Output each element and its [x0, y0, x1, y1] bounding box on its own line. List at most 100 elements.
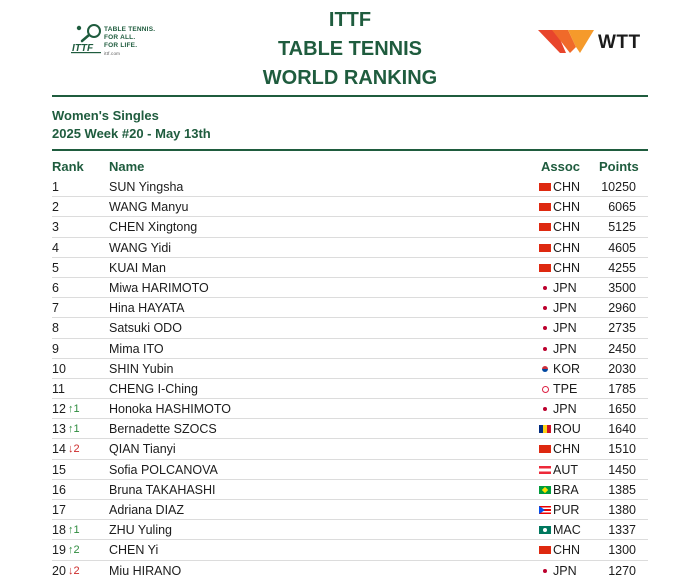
assoc-code: ROU	[553, 422, 581, 437]
flag-jpn-icon	[539, 405, 551, 414]
page-title: ITTF TABLE TENNIS WORLD RANKING	[0, 6, 700, 93]
player-name: CHEN Xingtong	[109, 220, 198, 235]
rank-up-indicator: ↑1	[68, 524, 80, 537]
points-value: 4605	[608, 240, 636, 255]
ranking-week: 2025 Week #20 - May 13th	[52, 126, 211, 141]
player-name: Honoka HASHIMOTO	[109, 402, 232, 417]
ittf-paddle-icon: ITTF	[71, 24, 101, 54]
table-body: 1 SUN Yingsha CHN 10250 2 WANG Manyu CHN 6065 3 C…	[52, 177, 648, 578]
table-row: 1 SUN Yingsha CHN 10250	[52, 177, 648, 198]
ittf-url: ittf.com	[104, 51, 121, 56]
column-header-assoc: Assoc	[541, 159, 581, 174]
player-name: CHENG I-Ching	[109, 381, 198, 396]
player-name: Sofia POLCANOVA	[109, 462, 218, 477]
assoc-code: JPN	[553, 321, 577, 336]
player-name: ZHU Yuling	[109, 523, 172, 538]
ranking-table: Rank Name Assoc Points 1 SUN Yingsha CHN 10…	[52, 158, 648, 578]
assoc-code: CHN	[553, 200, 581, 215]
rank-cell: 6	[52, 280, 59, 295]
assoc-code: CHN	[553, 180, 581, 194]
title-line-3: WORLD RANKING	[262, 67, 438, 89]
player-name: Adriana DIAZ	[109, 503, 185, 517]
rank-up-indicator: ↑1	[68, 403, 80, 416]
ittf-logo: ITTF TABLE TENNIS. FOR ALL. FOR LIFE. it…	[70, 22, 180, 62]
points-value: 10250	[601, 180, 636, 194]
player-name: Mima ITO	[109, 341, 164, 356]
table-row: 11 CHENG I-Ching TPE 1785	[52, 379, 648, 400]
flag-tpe-icon	[539, 384, 551, 393]
assoc-code: CHN	[553, 260, 581, 275]
ranking-subtitle: Women's Singles 2025 Week #20 - May 13th	[52, 107, 211, 143]
table-row: 14 ↓2 QIAN Tianyi CHN 1510	[52, 439, 648, 460]
points-value: 2030	[608, 361, 636, 376]
table-row: 3 CHEN Xingtong CHN 5125	[52, 217, 648, 238]
flag-chn-icon	[539, 203, 551, 212]
points-value: 1640	[608, 422, 636, 437]
player-name: Bruna TAKAHASHI	[109, 482, 216, 497]
table-row: 12 ↑1 Honoka HASHIMOTO JPN 1650	[52, 399, 648, 420]
player-name: Miwa HARIMOTO	[109, 280, 209, 295]
points-value: 1300	[608, 543, 636, 558]
rank-cell: 10	[52, 361, 66, 376]
table-row: 19 ↑2 CHEN Yi CHN 1300	[52, 540, 648, 561]
header: ITTF TABLE TENNIS. FOR ALL. FOR LIFE. it…	[0, 0, 700, 92]
player-name: WANG Yidi	[109, 240, 172, 255]
title-line-1: ITTF	[328, 9, 372, 31]
rank-cell: 15	[52, 462, 66, 477]
table-header: Rank Name Assoc Points	[52, 158, 648, 176]
flag-chn-icon	[539, 546, 551, 555]
ittf-tagline: TABLE TENNIS. FOR ALL. FOR LIFE. ittf.co…	[104, 26, 155, 58]
ittf-tagline-line-3: FOR LIFE.	[104, 42, 138, 49]
flag-rou-icon	[539, 425, 551, 434]
ittf-mark-text: ITTF	[72, 43, 94, 54]
points-value: 1650	[608, 402, 636, 417]
points-value: 1270	[608, 563, 636, 578]
player-name: Hina HAYATA	[109, 301, 185, 316]
rank-cell: 9	[52, 341, 59, 356]
rank-cell: 4	[52, 240, 59, 255]
points-value: 3500	[608, 280, 636, 295]
player-name: SUN Yingsha	[109, 180, 184, 194]
table-row: 6 Miwa HARIMOTO JPN 3500	[52, 278, 648, 299]
wtt-wordmark: WTT	[598, 32, 641, 53]
points-value: 2735	[608, 321, 636, 336]
table-row: 15 Sofia POLCANOVA AUT 1450	[52, 460, 648, 480]
flag-chn-icon	[539, 243, 551, 252]
points-value: 1450	[608, 462, 636, 477]
flag-chn-icon	[539, 263, 551, 272]
rank-cell: 2	[52, 200, 59, 215]
rank-cell: 5	[52, 260, 59, 275]
points-value: 1785	[608, 381, 636, 396]
points-value: 5125	[608, 220, 636, 235]
rank-cell: 20	[52, 563, 66, 578]
points-value: 2450	[608, 341, 636, 356]
assoc-code: JPN	[553, 563, 577, 578]
assoc-code: KOR	[553, 361, 581, 376]
table-row: 20 ↓2 Miu HIRANO JPN 1270	[52, 561, 648, 578]
table-row: 7 Hina HAYATA JPN 2960	[52, 298, 648, 319]
player-name: Satsuki ODO	[109, 321, 182, 336]
flag-jpn-icon	[539, 566, 551, 575]
flag-bra-icon	[539, 485, 551, 494]
table-row: 16 Bruna TAKAHASHI BRA 1385	[52, 480, 648, 500]
flag-chn-icon	[539, 183, 551, 191]
player-name: CHEN Yi	[109, 543, 159, 558]
table-row: 9 Mima ITO JPN 2450	[52, 339, 648, 359]
flag-jpn-icon	[539, 324, 551, 333]
wtt-logo: WTT	[538, 27, 658, 59]
rank-up-indicator: ↑1	[68, 423, 80, 436]
table-row: 8 Satsuki ODO JPN 2735	[52, 318, 648, 339]
assoc-code: AUT	[553, 462, 578, 477]
divider-middle	[52, 149, 648, 151]
table-row: 10 SHIN Yubin KOR 2030	[52, 359, 648, 379]
points-value: 1380	[608, 503, 636, 517]
rank-cell: 11	[52, 381, 65, 396]
points-value: 1385	[608, 482, 636, 497]
divider-top	[52, 95, 648, 97]
player-name: QIAN Tianyi	[109, 442, 176, 457]
assoc-code: CHN	[553, 543, 581, 558]
assoc-code: JPN	[553, 280, 577, 295]
table-row: 17 Adriana DIAZ PUR 1380	[52, 500, 648, 521]
table-row: 2 WANG Manyu CHN 6065	[52, 197, 648, 218]
assoc-code: BRA	[553, 482, 579, 497]
